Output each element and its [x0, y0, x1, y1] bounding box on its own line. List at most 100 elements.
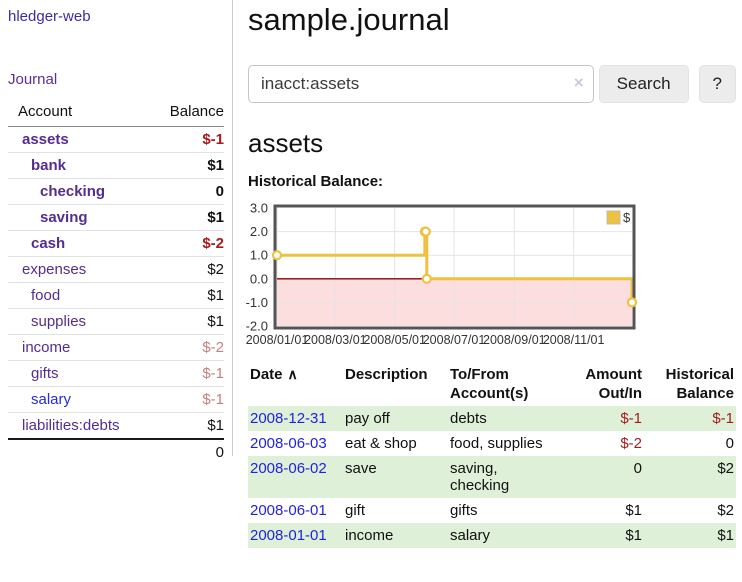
account-link-cash[interactable]: cash: [31, 235, 66, 252]
sort-asc-icon: ∧: [287, 366, 298, 382]
y-tick-label: 3.0: [250, 203, 268, 216]
account-name-cell: expenses: [8, 256, 146, 283]
account-balance: $-2: [145, 334, 224, 361]
x-tick-label: 2008/05/01: [363, 333, 426, 347]
app-title-link[interactable]: hledger-web: [8, 8, 91, 25]
account-link-salary[interactable]: salary: [31, 391, 72, 408]
transaction-amount: $-2: [620, 435, 642, 452]
account-name-cell: saving: [8, 204, 146, 231]
header-line1: Date ∧: [250, 366, 298, 383]
plot-border: [273, 204, 636, 330]
account-link-bank[interactable]: bank: [31, 157, 67, 174]
account-balance: $-1: [145, 360, 224, 387]
account-balance: $-1: [145, 126, 224, 153]
y-tick-label: 1.0: [250, 248, 268, 263]
account-link-assets[interactable]: assets: [22, 131, 69, 148]
legend-swatch: [606, 210, 621, 225]
account-balance: $2: [145, 256, 224, 283]
x-tick-label: 2008/03/01: [304, 333, 367, 347]
account-balance: $-2: [145, 230, 224, 257]
account-link-supplies[interactable]: supplies: [31, 313, 87, 330]
y-tick-label: 0.0: [250, 271, 268, 286]
account-link-liabilities-debts[interactable]: liabilities:debts: [22, 417, 120, 434]
register-header-historical: Historical Balance: [644, 363, 736, 406]
account-link-gifts[interactable]: gifts: [31, 365, 59, 382]
account-link-expenses[interactable]: expenses: [22, 261, 87, 278]
header-line2: Balance: [676, 385, 734, 402]
transaction-description: eat & shop: [345, 435, 417, 452]
transaction-date-link[interactable]: 2008-01-01: [250, 527, 327, 544]
transaction-date-cell: 2008-01-01: [248, 523, 343, 548]
transaction-accounts: saving, checking: [450, 460, 510, 494]
account-row: bank $1: [8, 152, 224, 179]
transaction-date-link[interactable]: 2008-06-03: [250, 435, 327, 452]
data-point-marker: [626, 297, 638, 308]
transaction-balance: 0: [725, 435, 734, 452]
register-header-date[interactable]: Date ∧: [248, 363, 343, 406]
transaction-date-cell: 2008-12-31: [248, 406, 343, 431]
x-tick-label: 2008/01/01: [246, 333, 309, 347]
accounts-total-row: 0: [8, 438, 224, 465]
search-button[interactable]: Search: [598, 65, 689, 103]
account-row: supplies $1: [8, 308, 224, 335]
header-line1: Description: [345, 366, 428, 383]
transaction-accounts: salary: [450, 527, 491, 544]
accounts-header-account: Account: [8, 100, 146, 127]
header-line2: Account(s): [450, 385, 529, 402]
account-row: cash $-2: [8, 230, 224, 257]
account-balance: 0: [145, 178, 224, 205]
transaction-balance: $1: [717, 527, 734, 544]
x-tick-label: 2008/07/01: [423, 333, 486, 347]
account-name-cell: food: [8, 282, 146, 309]
transaction-amount: $1: [625, 502, 642, 519]
account-row: income $-2: [8, 334, 224, 361]
transaction-balance: $2: [717, 460, 734, 477]
transaction-date-cell: 2008-06-01: [248, 498, 343, 523]
header-line2: Out/In: [598, 385, 642, 402]
accounts-header-balance: Balance: [145, 100, 224, 127]
account-link-income[interactable]: income: [22, 339, 71, 356]
app-title: hledger-web: [8, 8, 224, 25]
main-panel: sample.journal × Search ? assets Histori…: [233, 0, 742, 548]
search-wrap: ×: [248, 65, 594, 103]
transaction-date-link[interactable]: 2008-06-01: [250, 502, 327, 519]
account-name-cell: cash: [8, 230, 146, 257]
transaction-date-link[interactable]: 2008-12-31: [250, 410, 327, 427]
data-point-marker: [420, 226, 431, 237]
transaction-description: gift: [345, 502, 366, 519]
account-row: gifts $-1: [8, 360, 224, 387]
transaction-description: save: [345, 460, 377, 477]
account-row: liabilities:debts $1: [8, 412, 224, 440]
clear-search-icon[interactable]: ×: [573, 73, 584, 92]
account-link-saving[interactable]: saving: [40, 209, 88, 226]
account-balance: $1: [145, 152, 224, 179]
transaction-accounts: food, supplies: [450, 435, 543, 452]
y-tick-label: 2.0: [250, 224, 268, 239]
account-link-food[interactable]: food: [31, 287, 61, 304]
account-row: assets $-1: [8, 126, 224, 153]
x-tick-label: 2008/11/01: [543, 333, 605, 347]
header-line1: Amount: [585, 366, 642, 383]
account-row: expenses $2: [8, 256, 224, 283]
spacer: [8, 438, 146, 465]
transaction-description: pay off: [345, 410, 390, 427]
accounts-total-value: 0: [145, 438, 224, 465]
accounts-table: Account Balance assets $-1 bank $1 checking 0…: [8, 100, 224, 465]
account-name-cell: salary: [8, 386, 146, 413]
account-link-checking[interactable]: checking: [40, 183, 106, 200]
help-button[interactable]: ?: [698, 65, 736, 103]
transaction-amount: $1: [625, 527, 642, 544]
sidebar: hledger-web Journal Account Balance asse…: [0, 0, 233, 465]
transaction-balance: $2: [717, 502, 734, 519]
y-tick-label: -1.0: [246, 295, 268, 310]
account-name-cell: assets: [8, 126, 146, 153]
search-input[interactable]: [248, 65, 594, 103]
account-balance: $1: [145, 412, 224, 440]
register-row: 2008-01-01 income salary $1 $1: [248, 523, 736, 548]
account-row: saving $1: [8, 204, 224, 231]
register-row: 2008-06-02 save saving, checking 0 $2: [248, 456, 736, 498]
transaction-date-link[interactable]: 2008-06-02: [250, 460, 327, 477]
legend-label: $: [623, 210, 631, 225]
register-header-description: Description: [343, 363, 448, 406]
journal-link[interactable]: Journal: [8, 71, 58, 88]
